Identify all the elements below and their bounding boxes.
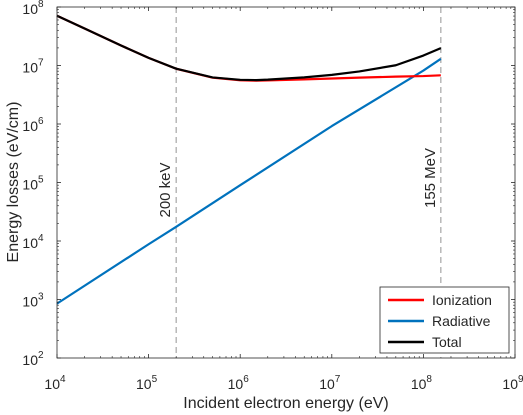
y-tick-label: 108 — [22, 0, 44, 17]
x-axis-ticks: 104 105 106 107 108 109 — [44, 7, 523, 392]
x-tick-label: 107 — [319, 374, 341, 392]
x-tick-label: 105 — [136, 374, 158, 392]
series-line-radiative — [56, 57, 442, 305]
y-tick-label: 104 — [22, 233, 44, 251]
series-lines — [56, 14, 442, 305]
x-axis-label: Incident electron energy (eV) — [183, 395, 388, 412]
legend-label: Radiative — [432, 313, 491, 329]
legend: Ionization Radiative Total — [379, 286, 510, 354]
x-tick-label: 108 — [411, 374, 433, 392]
legend-label: Ionization — [432, 292, 492, 308]
x-tick-label: 104 — [44, 374, 66, 392]
legend-label: Total — [432, 334, 462, 350]
reference-line-label: 200 keV — [157, 162, 174, 217]
series-line-total — [56, 14, 442, 82]
y-tick-label: 103 — [22, 292, 44, 310]
y-tick-label: 106 — [22, 116, 44, 134]
reference-line-label: 155 MeV — [422, 148, 439, 208]
y-tick-label: 105 — [22, 175, 44, 193]
y-tick-label: 107 — [22, 58, 44, 76]
x-tick-label: 109 — [502, 374, 523, 392]
y-axis-label: Energy losses (eV/cm) — [5, 102, 22, 263]
x-tick-label: 106 — [228, 374, 250, 392]
y-tick-label: 102 — [22, 350, 44, 368]
